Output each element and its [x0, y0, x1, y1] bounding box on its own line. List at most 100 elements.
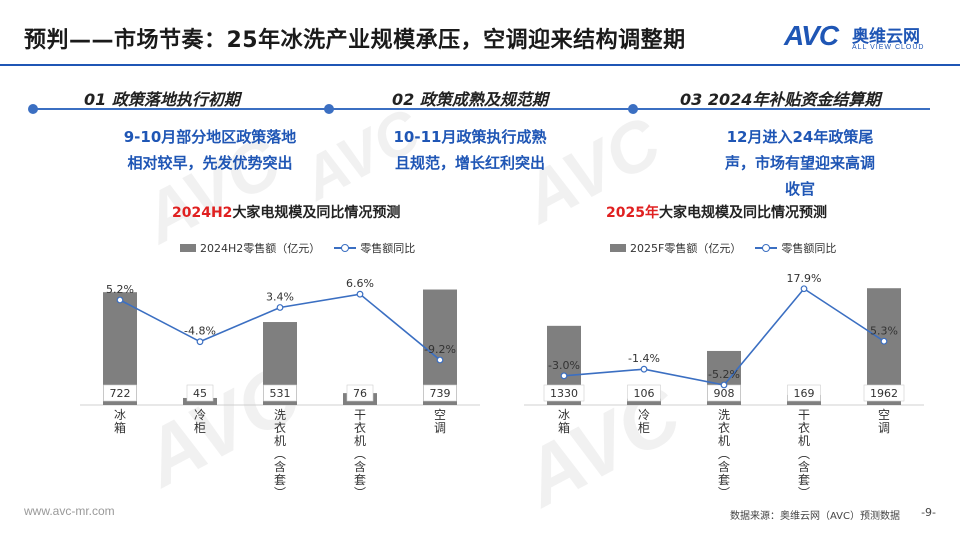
phase-desc-3: 12月进入24年政策尾 声，市场有望迎来高调 收官: [690, 124, 910, 202]
category-tick-label: 套: [798, 473, 810, 487]
bar-value-label-box: [423, 384, 457, 402]
category-tick-label: 洗: [274, 408, 286, 422]
category-tick-label: 干: [798, 408, 810, 422]
yoy-point: [880, 337, 888, 345]
category-tick-label: ︵: [718, 447, 730, 461]
category-tick-label: ︶: [718, 486, 730, 500]
combo-chart-2024h2: 722冰箱45冷柜531洗衣机︵含套︶76干衣机︵含套︶739空调5.2%-4.…: [80, 277, 480, 500]
category-tick-label: ︶: [354, 486, 366, 500]
yoy-label: -1.4%: [628, 352, 660, 365]
yoy-point: [356, 290, 364, 298]
chart-title-highlight: 2024H2: [172, 205, 233, 221]
bar-value-label: 169: [794, 387, 815, 400]
legend-bar-label: 2025F零售额（亿元）: [630, 242, 742, 255]
bar-value-label: 106: [634, 387, 655, 400]
category-tick-label: 空: [434, 408, 446, 422]
yoy-label: 5.2%: [106, 283, 134, 296]
legend-line-label: 零售额同比: [360, 242, 416, 255]
category-tick-label: 冷: [638, 408, 650, 422]
page-number: -9-: [921, 506, 936, 519]
yoy-label: -5.2%: [708, 368, 740, 381]
yoy-point: [116, 296, 124, 304]
timeline-dot: [324, 104, 334, 114]
category-tick-label: 机: [354, 434, 366, 448]
category-tick-label: 含: [718, 459, 730, 474]
legend-bar-swatch: [180, 244, 196, 252]
footer-website: www.avc-mr.com: [24, 504, 115, 518]
category-tick-label: 衣: [718, 420, 730, 435]
phase-title-2: 02 政策成熟及规范期: [392, 90, 548, 109]
phase-desc-line: 12月进入24年政策尾: [726, 128, 874, 146]
timeline-line: [30, 108, 930, 110]
bar-value-label: 1962: [870, 387, 898, 400]
yoy-point: [640, 365, 648, 373]
category-tick-label: ︵: [798, 447, 810, 461]
bar-value-label-box: [787, 384, 821, 402]
phase-desc-line: 10-11月政策执行成熟: [393, 128, 547, 146]
legend-bar-swatch: [610, 244, 626, 252]
chart-title-rest: 大家电规模及同比情况预测: [658, 205, 827, 221]
phase-desc-line: 且规范，增长红利突出: [394, 154, 545, 172]
chart-title-1: 2024H2大家电规模及同比情况预测: [172, 202, 400, 222]
page-title: 预判——市场节奏：25年冰洗产业规模承压，空调迎来结构调整期: [24, 28, 686, 53]
bar-value-label-box: [103, 384, 137, 402]
bar-value-label: 908: [714, 387, 735, 400]
bar-value-label-box: [627, 384, 661, 402]
category-tick-label: 箱: [114, 420, 126, 435]
category-tick-label: ︶: [274, 486, 286, 500]
category-tick-label: 套: [274, 473, 286, 487]
phase-desc-1: 9-10月部分地区政策落地 相对较早，先发优势突出: [60, 124, 360, 176]
logo-mark: AVC: [784, 20, 839, 51]
category-tick-label: 衣: [798, 420, 810, 435]
timeline-dot: [28, 104, 38, 114]
phase-desc-line: 9-10月部分地区政策落地: [123, 128, 297, 146]
category-tick-label: 套: [718, 473, 730, 487]
category-tick-label: 干: [354, 408, 366, 422]
bar-value-label-box: [263, 384, 297, 402]
category-tick-label: 调: [878, 421, 890, 435]
footer-source: 数据来源：奥维云网（AVC）预测数据: [729, 511, 900, 522]
yoy-label: 6.6%: [346, 277, 374, 290]
category-tick-label: 洗: [718, 408, 730, 422]
bar-value-label: 76: [353, 387, 367, 400]
category-tick-label: 含: [798, 459, 810, 474]
bar-value-label: 45: [193, 387, 207, 400]
category-tick-label: 冰: [558, 408, 570, 422]
category-tick-label: 衣: [274, 420, 286, 435]
category-tick-label: 机: [798, 434, 810, 448]
yoy-point: [436, 356, 444, 364]
category-tick-label: 冰: [114, 408, 126, 422]
yoy-label: -9.2%: [424, 343, 456, 356]
category-tick-label: 调: [434, 421, 446, 435]
bar-value-label-box: [863, 384, 905, 402]
legend-line-swatch: [755, 243, 778, 253]
category-tick-label: 柜: [638, 421, 650, 435]
category-tick-label: 含: [354, 459, 366, 474]
phase-desc-line: 收官: [784, 180, 815, 198]
chart-legend-1: 2024H2零售额（亿元） 零售额同比: [180, 240, 415, 256]
yoy-point: [196, 338, 204, 346]
category-tick-label: 冷: [194, 408, 206, 422]
yoy-label: -4.8%: [184, 325, 216, 338]
phase-title-1: 01 政策落地执行初期: [84, 90, 240, 109]
category-tick-label: ︵: [274, 447, 286, 461]
bar-value-label-box: [543, 384, 585, 402]
yoy-label: 17.9%: [787, 272, 822, 285]
yoy-point: [560, 372, 568, 380]
chart-legend-2: 2025F零售额（亿元） 零售额同比: [610, 240, 836, 256]
logo-en: ALL VIEW CLOUD: [852, 44, 925, 51]
chart-title-rest: 大家电规模及同比情况预测: [232, 205, 401, 221]
category-tick-label: 衣: [354, 420, 366, 435]
category-tick-label: 机: [718, 434, 730, 448]
category-tick-label: ︵: [354, 447, 366, 461]
bar-value-label: 531: [270, 387, 291, 400]
category-tick-label: 机: [274, 434, 286, 448]
legend-line-label: 零售额同比: [781, 242, 837, 255]
avc-logo: AVC 奥维云网 ALL VIEW CLOUD: [784, 20, 934, 56]
phase-title-3: 03 2024年补贴资金结算期: [680, 90, 881, 109]
category-tick-label: 箱: [558, 420, 570, 435]
legend-line-swatch: [334, 243, 357, 253]
chart-title-highlight: 2025年: [606, 205, 659, 221]
bar-value-label: 1330: [550, 387, 578, 400]
bar-value-label-box: [346, 384, 374, 402]
